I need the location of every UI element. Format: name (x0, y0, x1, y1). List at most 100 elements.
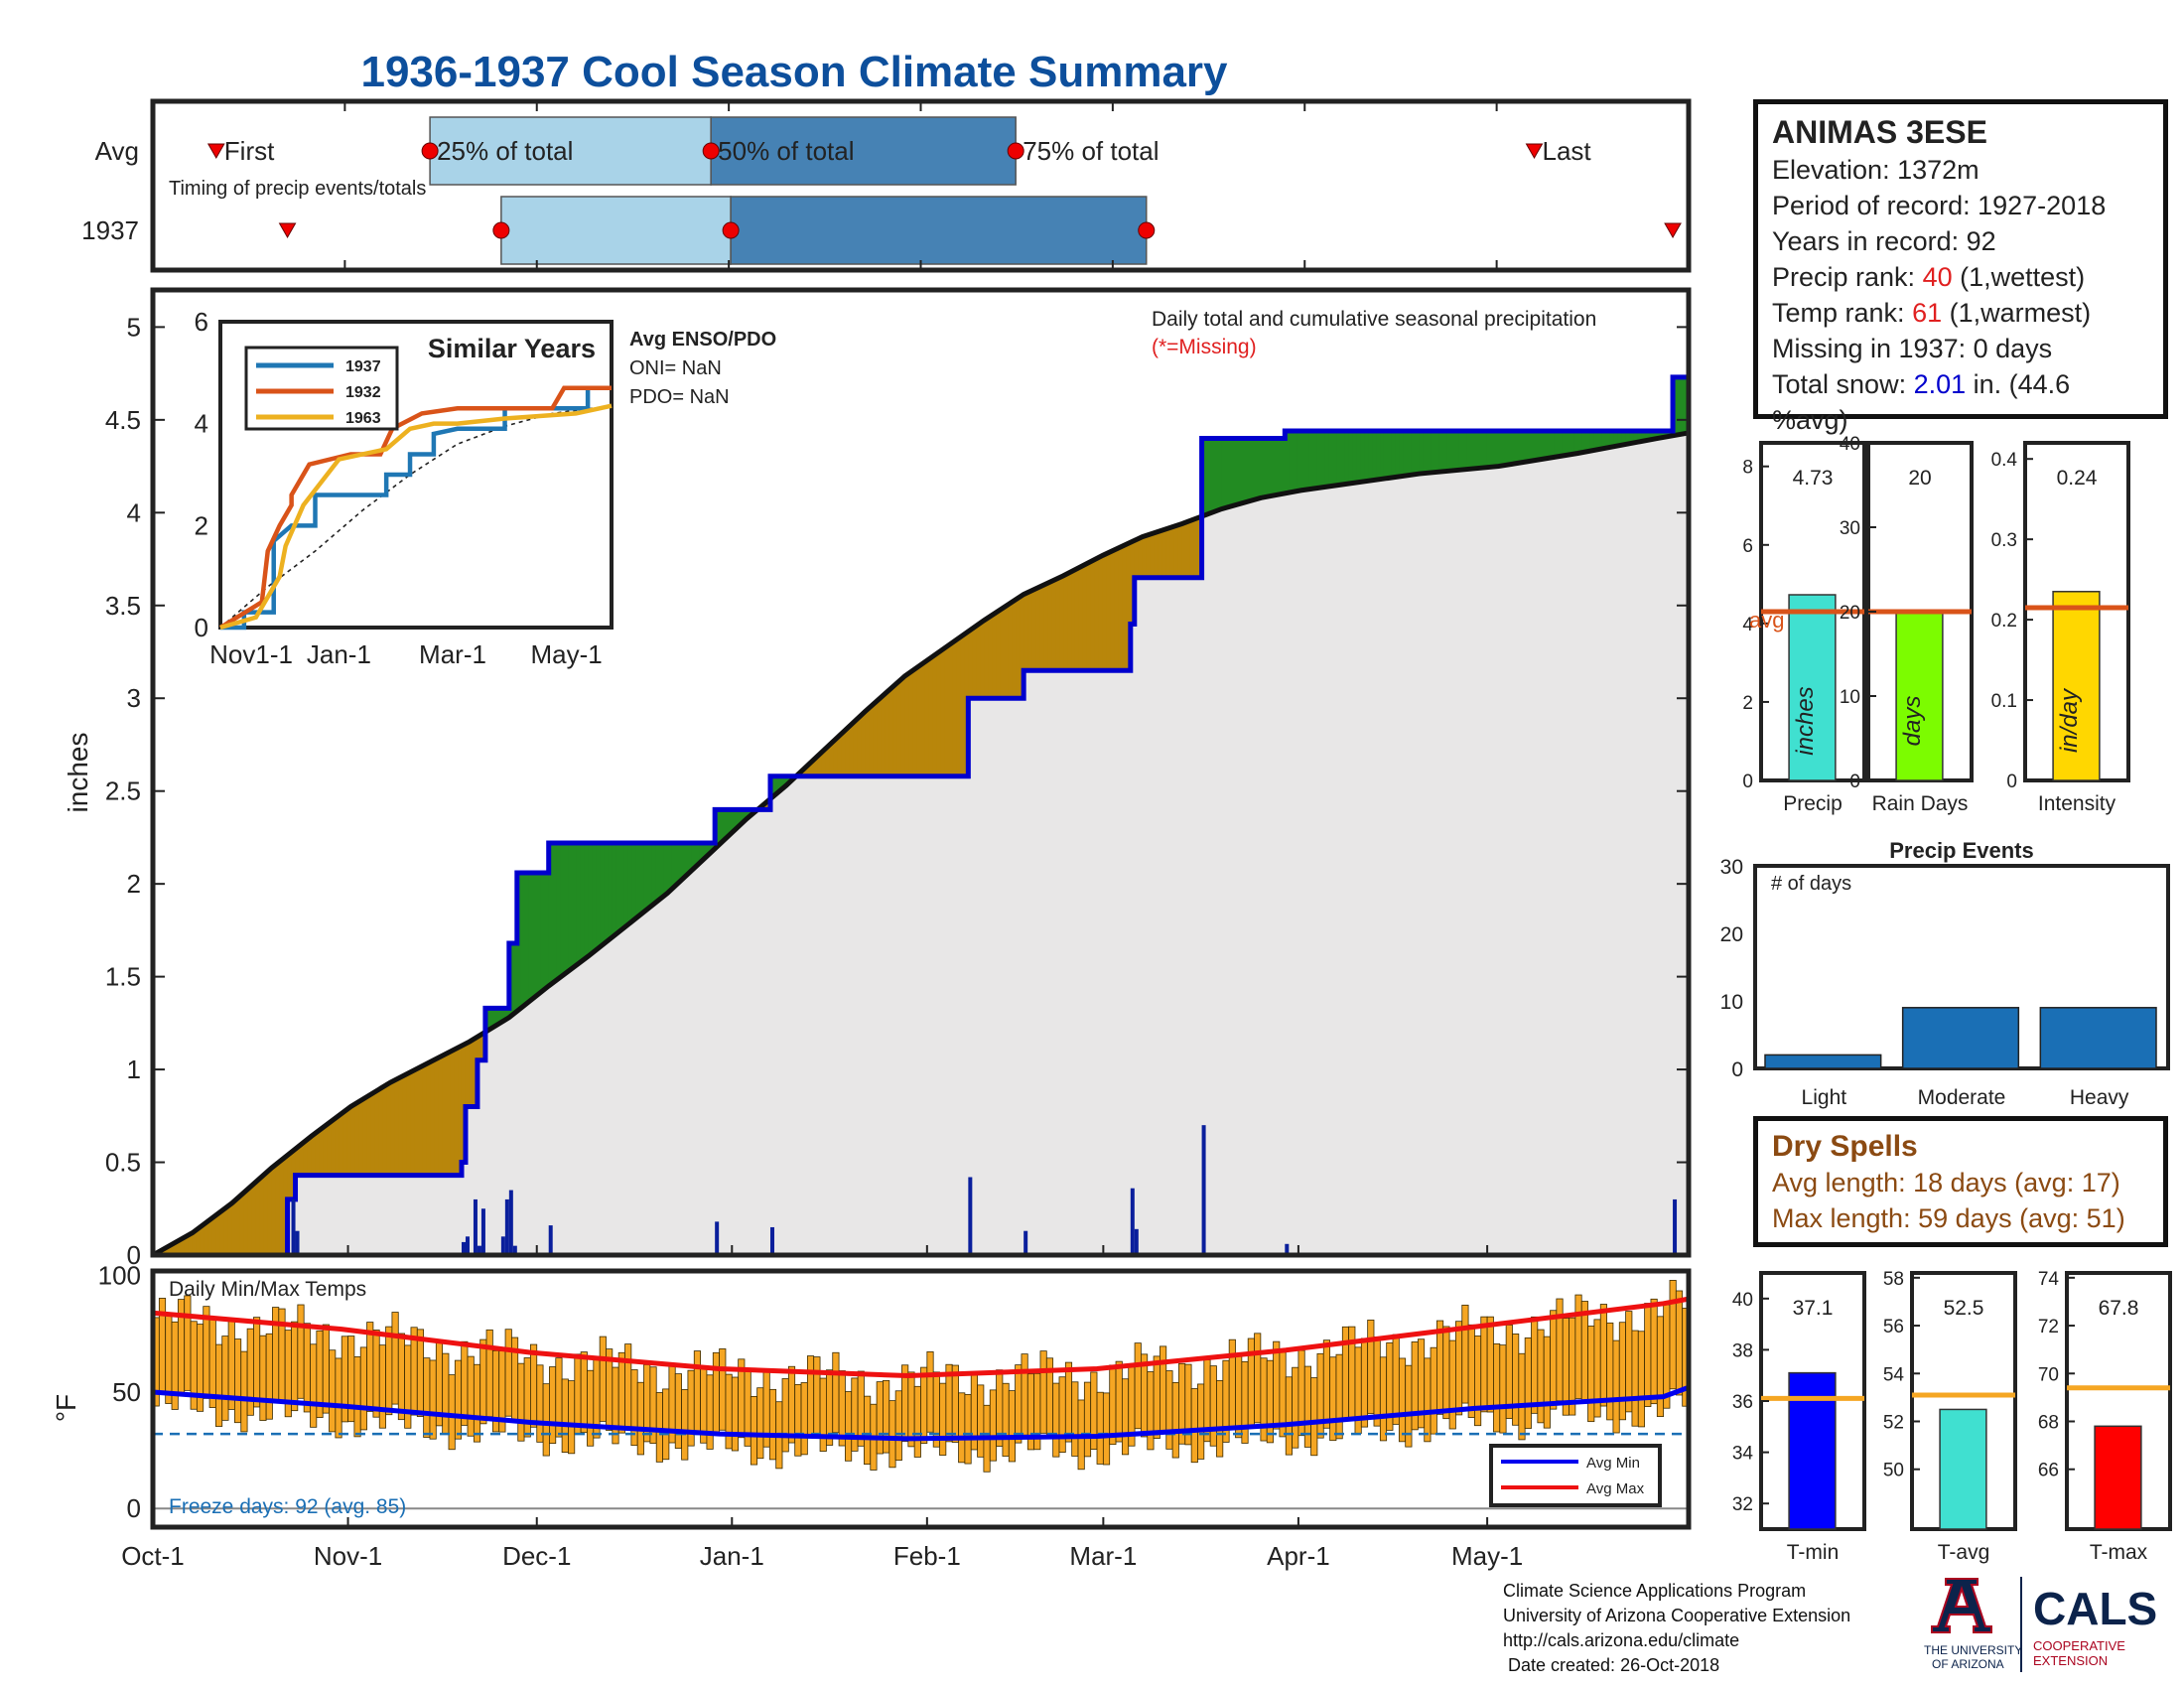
precip-surplus-fill (1253, 438, 1259, 500)
precip-rank: Precip rank: 40 (1,wettest) (1772, 262, 2086, 292)
precip-deficit-fill (1193, 518, 1199, 578)
precip-surplus-fill (1328, 431, 1333, 487)
precip-deficit-fill (877, 698, 883, 776)
precip-surplus-fill (1348, 431, 1353, 484)
precip-surplus-fill (1518, 431, 1524, 463)
precip-daily-bar (968, 1177, 973, 1255)
similar-xtick-label: Mar-1 (419, 639, 486, 669)
precip-avg-area (153, 432, 1689, 1255)
precip-deficit-fill (295, 1147, 301, 1176)
precip-surplus-fill (1273, 438, 1278, 495)
precip-daily-bar (1024, 1230, 1028, 1255)
station-name: ANIMAS 3ESE (1772, 114, 1987, 150)
precip-surplus-fill (1442, 431, 1448, 472)
precip-deficit-fill (916, 665, 922, 776)
temps-daily-bar (416, 1329, 425, 1418)
precip-daily-bar (477, 1245, 481, 1255)
precip-deficit-fill (350, 1105, 355, 1176)
temps-daily-bar (1411, 1341, 1419, 1431)
temps-daily-bar (1008, 1390, 1017, 1463)
timing-marker-last-avg (1525, 143, 1544, 160)
temps-daily-bar (1071, 1381, 1079, 1457)
precip-surplus-fill (1466, 431, 1472, 470)
temps-daily-bar (864, 1395, 872, 1466)
precip-daily-bar (1285, 1243, 1290, 1255)
temps-daily-bar (1115, 1360, 1123, 1443)
precip-deficit-fill (370, 1093, 375, 1176)
precip-surplus-fill (1613, 431, 1618, 447)
tstats-value-t-avg: 52.5 (1944, 1297, 1984, 1320)
stats-ytick-label: 2 (1742, 693, 1753, 714)
tstats-value-t-min: 37.1 (1793, 1297, 1834, 1320)
precip-deficit-fill (1090, 560, 1096, 671)
temps-daily-bar (819, 1377, 827, 1452)
timing-box-q25-q50-1937 (500, 196, 732, 265)
ext-line1: COOPERATIVE (2033, 1638, 2125, 1653)
stats-bar-intensity (2052, 591, 2101, 781)
temps-daily-bar (1499, 1344, 1507, 1434)
events-ytick-label: 20 (1720, 923, 1743, 946)
precip-surplus-fill (1332, 431, 1337, 487)
precip-deficit-fill (331, 1119, 337, 1176)
temps-daily-bar (1550, 1310, 1558, 1410)
precip-deficit-fill (1122, 545, 1128, 671)
precip-deficit-fill (892, 684, 898, 776)
stats-ytick-label: 20 (1840, 603, 1860, 624)
month-xtick-label: May-1 (1451, 1541, 1523, 1571)
precip-deficit-fill (465, 1043, 471, 1107)
precip-deficit-fill (307, 1137, 313, 1176)
precip-ytick-label: 2 (127, 869, 141, 899)
enso-oni: ONI= NaN (629, 357, 722, 379)
precip-surplus-fill (1344, 431, 1349, 485)
temps-daily-bar (1292, 1366, 1299, 1449)
temps-daily-bar (1064, 1361, 1073, 1443)
precip-surplus-fill (1205, 438, 1211, 514)
precip-surplus-fill (1221, 438, 1227, 509)
month-xtick-label: Feb-1 (893, 1541, 961, 1571)
precip-deficit-fill (211, 1216, 217, 1255)
precip-surplus-fill (743, 809, 748, 821)
temps-daily-bar (215, 1343, 223, 1427)
temps-daily-bar (429, 1359, 437, 1440)
precip-surplus-fill (1597, 431, 1602, 450)
temps-daily-bar (366, 1322, 374, 1412)
temps-daily-bar (989, 1389, 997, 1462)
precip-deficit-fill (920, 663, 926, 776)
precip-deficit-fill (299, 1144, 305, 1176)
stats-value-precip: 4.73 (1793, 467, 1834, 490)
precip-surplus-fill (1514, 431, 1520, 464)
temps-daily-bar (291, 1321, 299, 1412)
precip-deficit-fill (430, 1060, 435, 1176)
tstats-ytick-label: 36 (1732, 1392, 1753, 1413)
temps-daily-bar (1531, 1316, 1539, 1414)
station-elevation: Elevation: 1372m (1772, 155, 1979, 185)
temps-daily-bar (391, 1312, 399, 1405)
stats-bar-rain-days (1895, 611, 1944, 781)
temps-daily-bar (561, 1378, 569, 1453)
timing-marker-q50-1937 (722, 221, 740, 239)
temps-daily-bar (517, 1362, 525, 1442)
temps-daily-bar (876, 1381, 884, 1455)
month-xtick-label: Apr-1 (1267, 1541, 1330, 1571)
precip-surplus-fill (1490, 431, 1496, 468)
timing-marker-first-1937 (278, 222, 297, 239)
precip-deficit-fill (813, 758, 819, 776)
timing-label-last: Last (1543, 136, 1592, 166)
precip-surplus-fill (655, 843, 660, 902)
tstats-label-t-max: T-max (2090, 1541, 2148, 1564)
precip-surplus-fill (1233, 438, 1239, 505)
temps-daily-bar (448, 1374, 456, 1451)
precip-deficit-fill (908, 671, 914, 776)
precip-deficit-fill (1118, 546, 1124, 671)
precip-deficit-fill (944, 646, 950, 776)
precip-surplus-fill (592, 843, 598, 952)
precip-deficit-fill (1059, 576, 1064, 671)
precip-deficit-fill (172, 1242, 178, 1255)
precip-deficit-fill (378, 1088, 383, 1176)
precip-deficit-fill (992, 614, 997, 699)
stats-ytick-label: 0.2 (1991, 611, 2017, 632)
precip-daily-bar (465, 1236, 470, 1255)
temps-daily-bar (310, 1343, 318, 1428)
temps-daily-bar (504, 1329, 512, 1417)
precip-ytick-label: 1.5 (105, 962, 141, 992)
